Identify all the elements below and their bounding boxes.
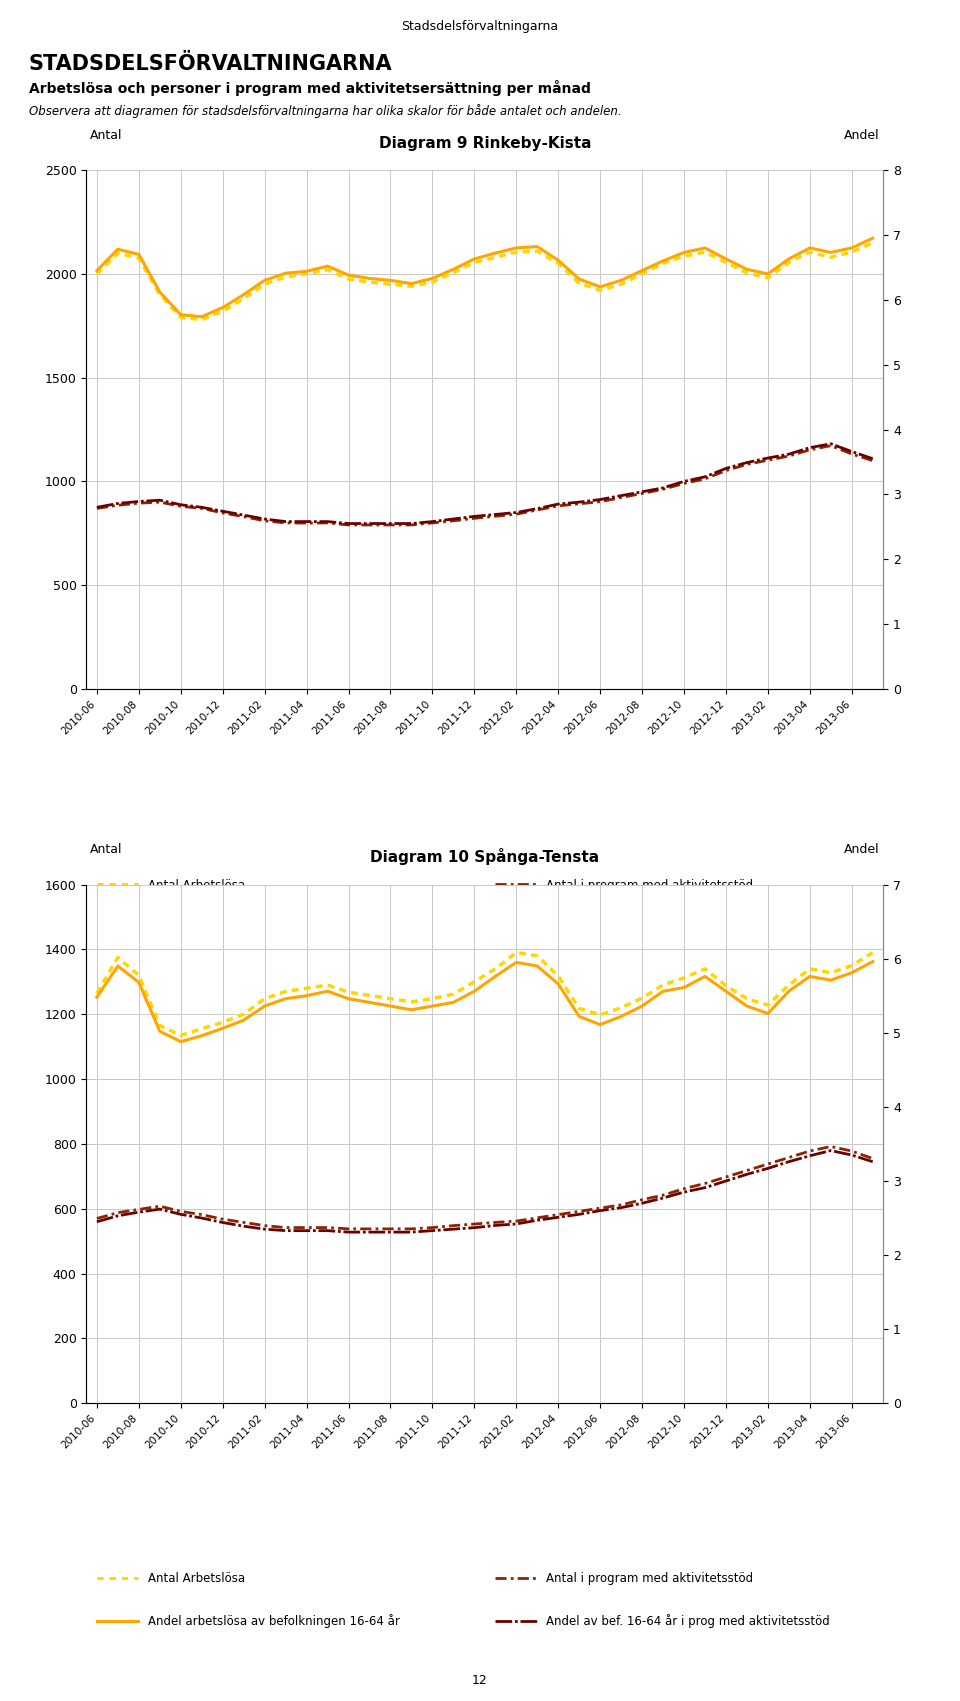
Text: Stadsdelsförvaltningarna: Stadsdelsförvaltningarna <box>401 20 559 32</box>
Text: STADSDELSFÖRVALTNINGARNA: STADSDELSFÖRVALTNINGARNA <box>29 54 393 75</box>
Legend: Andel av bef. 16-64 år i prog med aktivitetsstöd: Andel av bef. 16-64 år i prog med aktivi… <box>491 1609 834 1633</box>
Title: Diagram 10 Spånga-Tensta: Diagram 10 Spånga-Tensta <box>371 849 599 866</box>
Legend: Andel av bef. 16-64 år i prog med aktivitetsstöd: Andel av bef. 16-64 år i prog med aktivi… <box>491 920 834 944</box>
Text: Observera att diagramen för stadsdelsförvaltningarna har olika skalor för både a: Observera att diagramen för stadsdelsför… <box>29 104 621 117</box>
Text: Andel: Andel <box>844 844 879 856</box>
Text: Andel: Andel <box>844 129 879 141</box>
Text: Antal: Antal <box>90 844 123 856</box>
Title: Diagram 9 Rinkeby-Kista: Diagram 9 Rinkeby-Kista <box>378 136 591 151</box>
Text: Arbetslösa och personer i program med aktivitetsersättning per månad: Arbetslösa och personer i program med ak… <box>29 80 590 95</box>
Text: 12: 12 <box>472 1674 488 1687</box>
Text: Antal: Antal <box>90 129 123 141</box>
